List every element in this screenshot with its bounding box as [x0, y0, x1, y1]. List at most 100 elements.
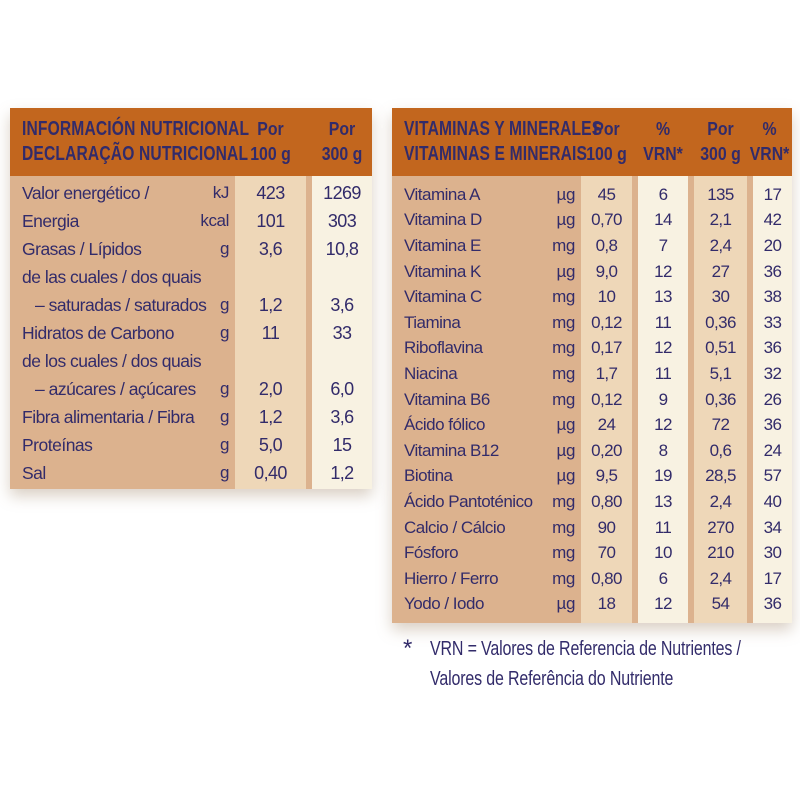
vitamin-row: Ácido Pantoténico mg 0,80 13 2,4 40 [392, 489, 792, 515]
col-header-vit-per-100g-top: Por [593, 119, 620, 139]
row-value-per-300g: 72 [711, 415, 730, 435]
stripe-vrn-100g [638, 176, 688, 623]
row-label: Niacina [404, 363, 458, 383]
row-value-per-100g: 9,5 [595, 466, 618, 486]
row-label: Fibra alimentaria / Fibra [22, 406, 195, 427]
row-unit: g [219, 407, 229, 426]
row-value-per-100g: 0,8 [595, 235, 618, 255]
row-value-vrn-100g: 13 [654, 287, 672, 307]
row-value-vrn-300g: 34 [763, 517, 782, 537]
row-unit: kJ [212, 183, 230, 202]
vitamin-row: Vitamina E mg 0,8 7 2,4 20 [392, 233, 792, 259]
row-value-per-100g: 101 [256, 210, 285, 231]
nutrition-info-title-pt: DECLARAÇÃO NUTRICIONAL [22, 143, 249, 165]
row-value-per-300g: 0,6 [709, 440, 732, 460]
footnote-line1: VRN = Valores de Referencia de Nutriente… [430, 638, 741, 660]
footnote-text: VRN = Valores de Referencia de Nutriente… [430, 634, 741, 694]
row-value-vrn-300g: 36 [763, 594, 782, 614]
row-unit: g [219, 239, 229, 258]
col-header-vit-per-100g-bottom: 100 g [586, 144, 627, 164]
stripe-vit-per-100g [581, 176, 632, 623]
row-unit: g [219, 323, 229, 342]
row-value-per-100g: 1,7 [595, 363, 618, 383]
row-value-per-100g: 10 [597, 287, 616, 307]
stripe-vrn-300g [753, 176, 792, 623]
row-value-per-300g: 15 [332, 434, 352, 455]
row-value-per-100g: 45 [597, 184, 616, 204]
row-value-per-100g: 3,6 [258, 238, 283, 259]
nutrition-info-body: Valor energético / kJ 423 1269 Energia k… [10, 176, 372, 489]
vitamin-row: Vitamina C mg 10 13 30 38 [392, 284, 792, 310]
row-value-vrn-300g: 33 [763, 312, 782, 332]
row-label: Proteínas [22, 434, 93, 455]
row-value-per-300g: 303 [327, 210, 357, 231]
row-value-vrn-300g: 36 [763, 415, 782, 435]
row-value-vrn-300g: 57 [763, 466, 782, 486]
row-label: Vitamina K [404, 261, 481, 281]
row-unit: µg [556, 184, 576, 204]
row-value-per-100g: 0,12 [591, 312, 622, 332]
row-label: Riboflavina [404, 338, 483, 358]
nutrition-rows: Valor energético / kJ 423 1269 Energia k… [10, 176, 372, 487]
row-value-per-300g: 210 [707, 543, 734, 563]
row-value-vrn-100g: 12 [654, 338, 672, 358]
row-value-vrn-300g: 20 [763, 235, 782, 255]
row-label: Vitamina A [404, 184, 480, 204]
vitamin-row: Hierro / Ferro mg 0,80 6 2,4 17 [392, 566, 792, 592]
row-value-per-300g: 135 [707, 184, 734, 204]
nutrition-row: Sal g 0,40 1,2 [10, 459, 372, 487]
row-value-vrn-300g: 30 [763, 543, 782, 563]
row-value-per-100g: 70 [597, 543, 616, 563]
row-value-vrn-300g: 42 [763, 210, 782, 230]
row-unit: g [219, 435, 229, 454]
vitamin-row: Riboflavina mg 0,17 12 0,51 36 [392, 336, 792, 362]
vitamins-body: Vitamina A µg 45 6 135 17 Vitamina D µg … [392, 176, 792, 623]
vitamin-row: Vitamina K µg 9,0 12 27 36 [392, 259, 792, 285]
row-value-per-100g: 0,20 [591, 440, 622, 460]
row-unit: mg [552, 568, 575, 588]
nutrition-info-title-es: INFORMACIÓN NUTRICIONAL [22, 118, 250, 140]
row-value-per-300g: 5,1 [709, 363, 732, 383]
vitamin-row: Vitamina A µg 45 6 135 17 [392, 182, 792, 208]
vitamin-row: Fósforo mg 70 10 210 30 [392, 540, 792, 566]
row-value-per-300g: 6,0 [330, 378, 354, 399]
row-value-per-100g: 2,0 [258, 378, 283, 399]
footnote-line2: Valores de Referência do Nutriente [430, 668, 674, 690]
row-value-per-100g: 5,0 [258, 434, 283, 455]
row-unit: mg [552, 517, 575, 537]
row-value-per-300g: 3,6 [330, 294, 354, 315]
col-header-per-100g-bottom: 100 g [250, 144, 291, 164]
row-value-per-100g: 9,0 [595, 261, 618, 281]
row-value-per-100g: 18 [597, 594, 616, 614]
nutrition-row: – azúcares / açúcares g 2,0 6,0 [10, 375, 372, 403]
nutrition-row: Valor energético / kJ 423 1269 [10, 179, 372, 207]
col-header-vrn-300g-top: % [762, 119, 777, 139]
row-value-per-100g: 24 [597, 415, 616, 435]
row-label: Vitamina B12 [404, 440, 499, 460]
col-header-vit-per-100g: Por 100 g [584, 117, 629, 167]
nutrition-row: – saturadas / saturados g 1,2 3,6 [10, 291, 372, 319]
row-value-per-300g: 54 [711, 594, 730, 614]
row-value-vrn-100g: 9 [658, 389, 668, 409]
row-value-vrn-100g: 14 [654, 210, 672, 230]
row-value-per-300g: 2,1 [709, 210, 732, 230]
row-label: Tiamina [404, 312, 461, 332]
row-value-vrn-300g: 36 [763, 261, 782, 281]
row-label: Hierro / Ferro [404, 568, 499, 588]
vitamin-row: Vitamina D µg 0,70 14 2,1 42 [392, 208, 792, 234]
row-label: Hidratos de Carbono [22, 322, 174, 343]
row-value-vrn-100g: 8 [658, 440, 668, 460]
row-label: Calcio / Cálcio [404, 517, 506, 537]
row-value-vrn-300g: 38 [763, 287, 782, 307]
row-unit: mg [552, 389, 575, 409]
nutrition-row: de los cuales / dos quais [10, 347, 372, 375]
col-header-vrn-300g: % VRN* [750, 117, 790, 167]
row-value-per-300g: 30 [711, 287, 730, 307]
row-label: de las cuales / dos quais [22, 266, 202, 287]
row-unit: mg [552, 235, 575, 255]
row-value-vrn-300g: 17 [763, 184, 782, 204]
col-header-vit-per-300g-bottom: 300 g [700, 144, 741, 164]
stripe-per-100g [235, 176, 306, 489]
row-unit: µg [556, 594, 576, 614]
row-unit: mg [552, 338, 575, 358]
